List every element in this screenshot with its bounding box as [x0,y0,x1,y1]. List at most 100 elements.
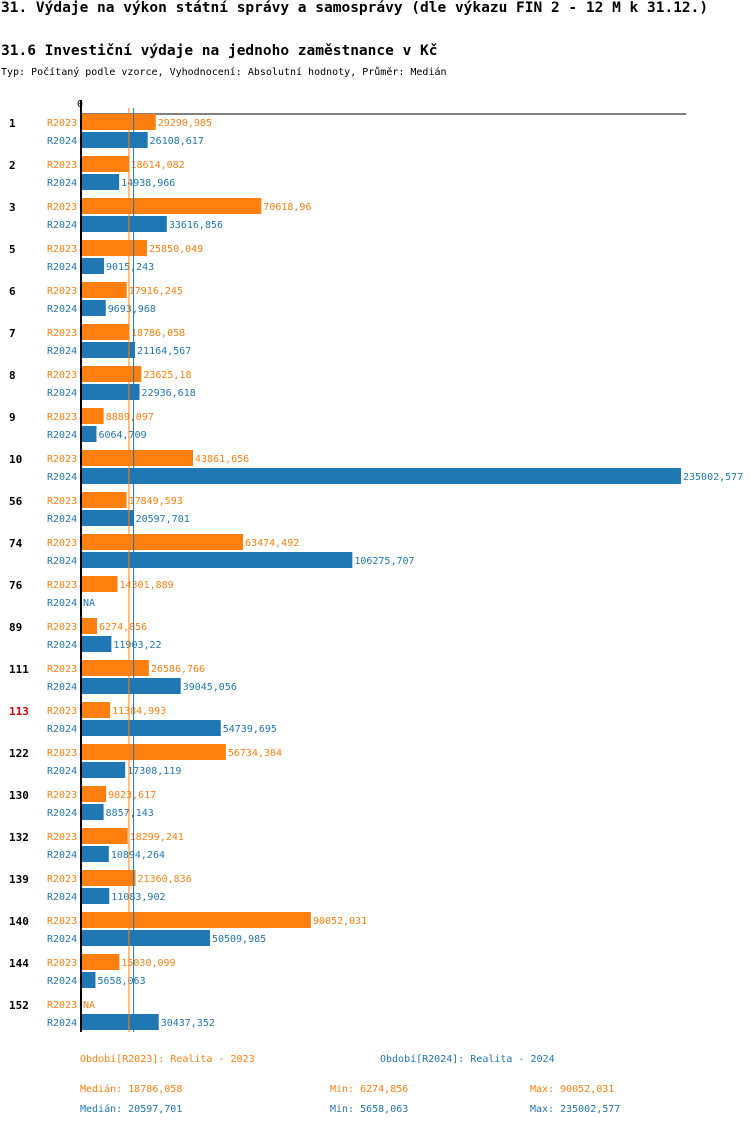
series-label: R2024 [47,220,77,231]
series-label: R2024 [47,892,77,903]
series-label: R2023 [47,160,77,171]
series-label: R2024 [47,472,77,483]
series-label: R2023 [47,370,77,381]
value-label: 21164,567 [137,346,191,357]
value-label: NA [83,598,95,609]
value-label: 15030,099 [121,958,175,969]
bar-r2024 [81,342,136,358]
series-label: R2024 [47,976,77,987]
bar-r2023 [81,618,98,634]
value-label: 235002,577 [683,472,743,483]
bar-r2023 [81,576,118,592]
bar-r2024 [81,804,104,820]
bar-r2024 [81,1014,159,1030]
legend-r2023: Období[R2023]: Realita - 2023 [80,1054,255,1065]
series-label: R2024 [47,388,77,399]
value-label: 9823,617 [108,790,156,801]
value-label: 70618,96 [263,202,311,213]
category-label: 132 [9,831,29,844]
bar-r2024 [81,468,681,484]
series-label: R2023 [47,580,77,591]
value-label: 6064,709 [98,430,146,441]
category-label: 152 [9,999,29,1012]
series-label: R2024 [47,808,77,819]
series-label: R2023 [47,328,77,339]
bar-r2023 [81,660,149,676]
category-label: 9 [9,411,16,424]
median-r2023: Medián: 18786,058 [80,1084,183,1095]
series-label: R2024 [47,724,77,735]
series-label: R2024 [47,640,77,651]
legend-r2024: Období[R2024]: Realita - 2024 [380,1054,555,1065]
category-label: 111 [9,663,29,676]
value-label: 33616,856 [169,220,223,231]
value-label: 26108,617 [150,136,204,147]
min-r2024: Min: 5658,063 [330,1104,409,1115]
max-r2023: Max: 90052,031 [530,1084,615,1095]
value-label: 11083,902 [111,892,165,903]
series-label: R2024 [47,178,77,189]
value-label: 43861,656 [195,454,249,465]
bar-r2024 [81,132,148,148]
median-r2024: Medián: 20597,701 [80,1104,183,1115]
series-label: R2024 [47,1018,77,1029]
bar-r2024 [81,636,112,652]
series-label: R2024 [47,136,77,147]
category-label: 130 [9,789,29,802]
value-label: 10894,264 [111,850,165,861]
bar-r2023 [81,534,244,550]
series-label: R2024 [47,514,77,525]
category-label: 89 [9,621,22,634]
bar-r2024 [81,762,126,778]
bar-r2023 [81,954,120,970]
category-label: 56 [9,495,23,508]
category-label: 2 [9,159,16,172]
series-label: R2023 [47,538,77,549]
value-label: 14301,889 [120,580,174,591]
value-label: 18786,058 [131,328,185,339]
bar-r2023 [81,408,104,424]
bar-r2024 [81,888,110,904]
series-label: R2024 [47,682,77,693]
category-label: 7 [9,327,16,340]
category-label: 8 [9,369,16,382]
category-label: 74 [9,537,23,550]
value-label: 18299,241 [130,832,184,843]
bar-r2023 [81,156,129,172]
chart-subtitle: 31.6 Investiční výdaje na jednoho zaměst… [1,43,438,59]
series-label: R2024 [47,598,77,609]
max-r2024: Max: 235002,577 [530,1104,621,1115]
value-label: NA [83,1000,95,1011]
value-label: 90052,031 [313,916,367,927]
value-label: 6274,856 [99,622,147,633]
series-label: R2023 [47,874,77,885]
bar-r2024 [81,216,167,232]
series-label: R2024 [47,304,77,315]
category-label: 76 [9,579,23,592]
series-label: R2024 [47,556,77,567]
bar-r2023 [81,324,129,340]
series-label: R2023 [47,496,77,507]
series-label: R2023 [47,832,77,843]
value-label: 14938,966 [121,178,175,189]
value-label: 39045,056 [183,682,237,693]
value-label: 106275,707 [354,556,414,567]
value-label: 30437,352 [161,1018,215,1029]
bar-r2024 [81,384,140,400]
category-label: 6 [9,285,16,298]
value-label: 8857,143 [106,808,154,819]
category-label: 122 [9,747,29,760]
value-label: 29290,985 [158,118,212,129]
bar-chart: 01R202329290,985R202426108,6172R20231861… [9,99,743,1032]
value-label: 5658,063 [97,976,145,987]
series-label: R2023 [47,790,77,801]
bar-r2024 [81,972,96,988]
bar-r2024 [81,426,97,442]
bar-r2024 [81,174,120,190]
bar-r2023 [81,702,111,718]
category-label: 113 [9,705,29,718]
value-label: 17849,593 [129,496,183,507]
series-label: R2024 [47,766,77,777]
category-label: 3 [9,201,16,214]
bar-r2023 [81,828,128,844]
